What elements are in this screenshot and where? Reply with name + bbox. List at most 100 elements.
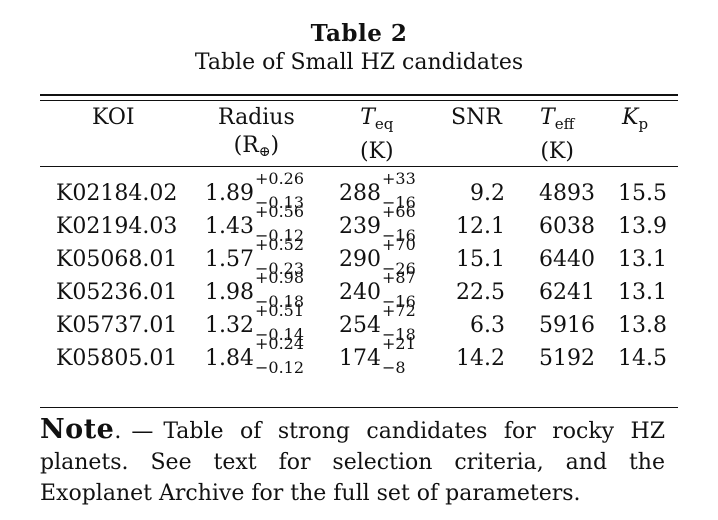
kp-cell: 14.5 xyxy=(618,346,667,371)
teq-cell: 290 +70 −26 xyxy=(339,236,422,279)
teq-cell: 254 +72 −18 xyxy=(339,302,422,345)
radius-minus-error: −0.18 xyxy=(254,292,305,311)
bottom-rule xyxy=(40,407,678,408)
radius-value: 1.43 xyxy=(205,214,254,239)
teq-plus-error: +70 xyxy=(382,235,416,254)
radius-error: +0.56 −0.12 xyxy=(254,203,313,246)
radius-minus-error: −0.13 xyxy=(254,193,305,212)
kp-symbol: K xyxy=(622,105,639,130)
teq-error: +21 −8 xyxy=(382,335,422,378)
teq-error: +66 −16 xyxy=(382,203,422,246)
radius-unit-open: (R xyxy=(233,133,259,158)
teff-cell: 4893 xyxy=(539,181,595,206)
teq-cell: 239 +66 −16 xyxy=(339,203,422,246)
header-koi-label: KOI xyxy=(92,105,135,130)
radius-plus-error: +0.56 xyxy=(254,202,305,221)
teq-minus-error: −26 xyxy=(382,259,416,278)
radius-error: +0.52 −0.23 xyxy=(254,236,313,279)
teq-plus-error: +33 xyxy=(382,169,416,188)
table-note: Note. — Table of strong candidates for roc… xyxy=(40,414,665,509)
header-teff-label: Teff xyxy=(540,104,574,138)
teq-cell: 288 +33 −16 xyxy=(339,170,422,213)
header-snr-label: SNR xyxy=(451,105,502,130)
radius-value: 1.32 xyxy=(205,313,254,338)
table-row: K02194.03 1.43 +0.56 −0.12 239 +66 −16 12.1 … xyxy=(0,203,718,245)
teq-error: +72 −18 xyxy=(382,302,422,345)
table-row: K02184.02 1.89 +0.26 −0.13 288 +33 −16 9.2 4… xyxy=(0,170,718,212)
snr-cell: 14.2 xyxy=(456,346,505,371)
koi-cell: K05805.01 xyxy=(56,346,178,371)
kp-cell: 13.1 xyxy=(618,280,667,305)
teq-subscript: eq xyxy=(374,115,394,133)
teq-plus-error: +87 xyxy=(382,268,416,287)
teq-error: +70 −26 xyxy=(382,236,422,279)
header-teq: Teq (K) xyxy=(360,104,394,166)
radius-cell: 1.43 +0.56 −0.12 xyxy=(205,203,313,246)
teq-cell: 240 +87 −16 xyxy=(339,269,422,312)
teff-cell: 6241 xyxy=(539,280,595,305)
radius-value: 1.57 xyxy=(205,247,254,272)
teq-symbol: T xyxy=(360,105,375,130)
teff-cell: 6038 xyxy=(539,214,595,239)
teff-symbol: T xyxy=(540,105,555,130)
radius-cell: 1.84 +0.24 −0.12 xyxy=(205,335,313,378)
note-dot: . xyxy=(114,419,122,444)
radius-value: 1.98 xyxy=(205,280,254,305)
radius-minus-error: −0.12 xyxy=(254,358,305,377)
teq-minus-error: −16 xyxy=(382,292,416,311)
teq-value: 290 xyxy=(339,247,381,272)
kp-cell: 13.9 xyxy=(618,214,667,239)
radius-minus-error: −0.23 xyxy=(254,259,305,278)
table-row: K05236.01 1.98 +0.98 −0.18 240 +87 −16 22.5 … xyxy=(0,269,718,311)
table-label: Table 2 xyxy=(310,20,408,47)
header-teq-unit: (K) xyxy=(360,139,394,164)
kp-cell: 15.5 xyxy=(618,181,667,206)
header-radius-unit: (R⊕) xyxy=(218,132,295,166)
radius-cell: 1.57 +0.52 −0.23 xyxy=(205,236,313,279)
teff-cell: 5916 xyxy=(539,313,595,338)
koi-cell: K05068.01 xyxy=(56,247,178,272)
teq-value: 254 xyxy=(339,313,381,338)
radius-unit-earth-symbol: ⊕ xyxy=(258,144,271,160)
header-radius-label: Radius xyxy=(218,105,295,130)
radius-cell: 1.89 +0.26 −0.13 xyxy=(205,170,313,213)
header-teq-label: Teq xyxy=(360,104,394,138)
header-koi: KOI xyxy=(92,104,135,132)
kp-cell: 13.8 xyxy=(618,313,667,338)
teq-error: +33 −16 xyxy=(382,170,422,213)
header-kp-label: Kp xyxy=(622,104,648,138)
teq-minus-error: −8 xyxy=(382,358,406,377)
radius-minus-error: −0.14 xyxy=(254,325,305,344)
teff-subscript: eff xyxy=(554,115,575,133)
header-snr: SNR xyxy=(451,104,502,132)
teq-value: 174 xyxy=(339,346,381,371)
koi-cell: K05236.01 xyxy=(56,280,178,305)
snr-cell: 6.3 xyxy=(470,313,505,338)
snr-cell: 22.5 xyxy=(456,280,505,305)
kp-subscript: p xyxy=(638,115,649,133)
note-text: Table of strong candidates for rocky HZ … xyxy=(40,419,665,506)
radius-minus-error: −0.12 xyxy=(254,226,305,245)
teq-cell: 174 +21 −8 xyxy=(339,335,422,378)
table-row: K05805.01 1.84 +0.24 −0.12 174 +21 −8 14.2 5… xyxy=(0,335,718,377)
header-teff-unit: (K) xyxy=(540,139,574,164)
radius-value: 1.84 xyxy=(205,346,254,371)
teff-cell: 5192 xyxy=(539,346,595,371)
radius-plus-error: +0.98 xyxy=(254,268,305,287)
snr-cell: 15.1 xyxy=(456,247,505,272)
note-dash: — xyxy=(131,419,154,444)
table-row: K05737.01 1.32 +0.51 −0.14 254 +72 −18 6.3 5… xyxy=(0,302,718,344)
radius-cell: 1.98 +0.98 −0.18 xyxy=(205,269,313,312)
header-rule xyxy=(40,166,678,167)
teq-plus-error: +21 xyxy=(382,334,416,353)
koi-cell: K02184.02 xyxy=(56,181,178,206)
table-row: K05068.01 1.57 +0.52 −0.23 290 +70 −26 15.1 … xyxy=(0,236,718,278)
table-title-block: Table 2 Table of Small HZ candidates xyxy=(0,20,718,78)
teq-minus-error: −18 xyxy=(382,325,416,344)
teq-value: 240 xyxy=(339,280,381,305)
radius-error: +0.98 −0.18 xyxy=(254,269,313,312)
header-kp: Kp xyxy=(622,104,648,138)
radius-plus-error: +0.51 xyxy=(254,301,305,320)
teq-value: 288 xyxy=(339,181,381,206)
